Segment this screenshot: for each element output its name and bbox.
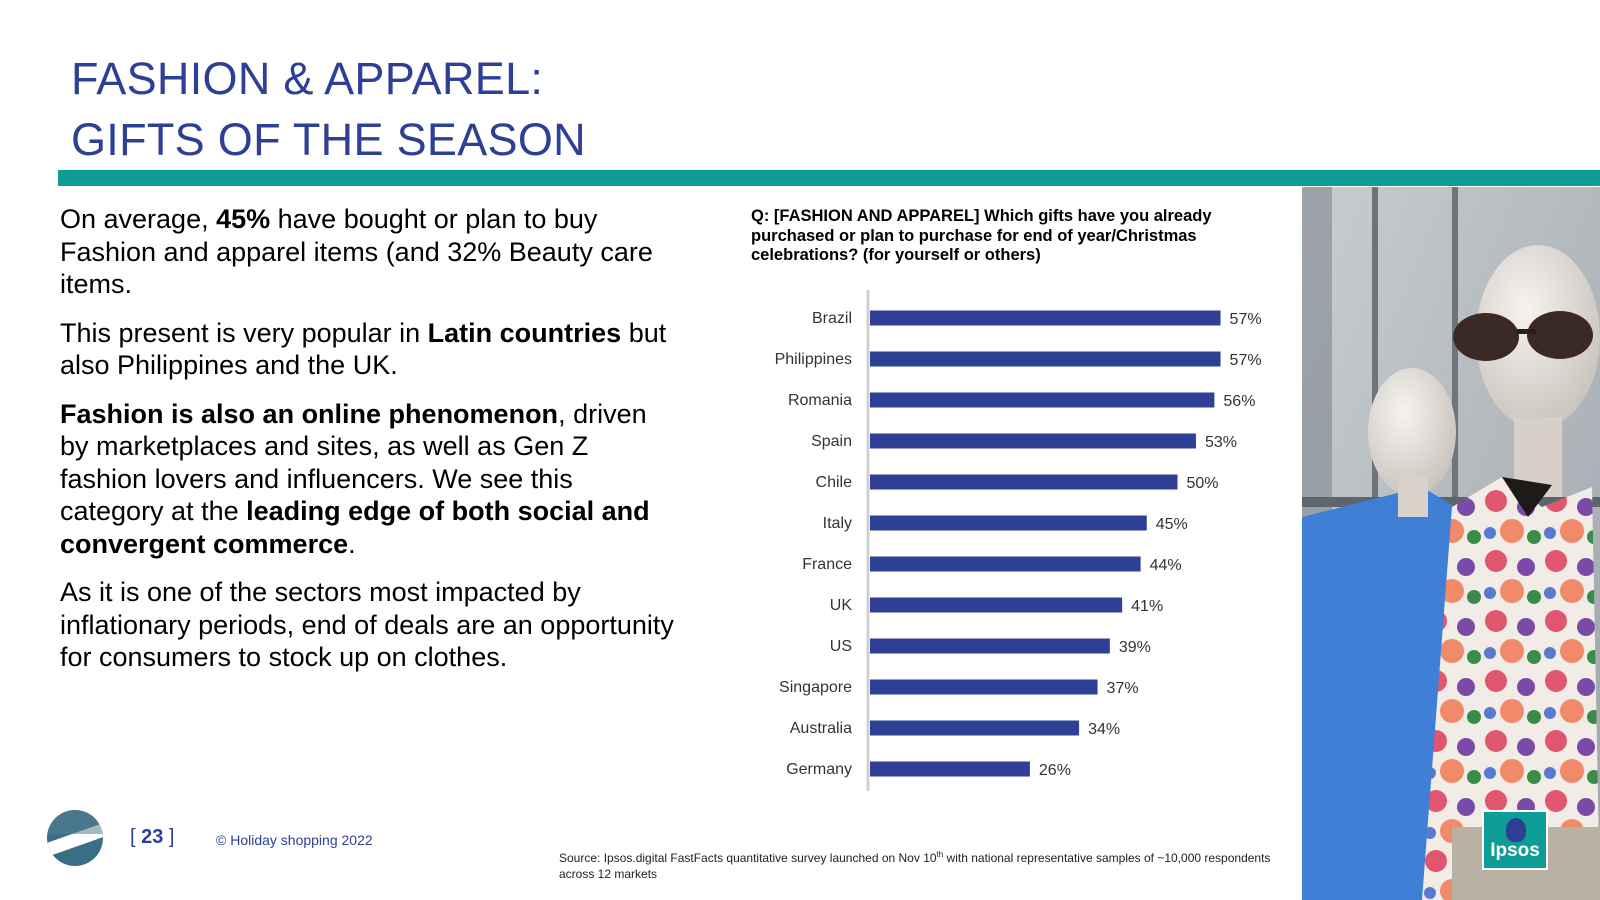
bar (870, 351, 1221, 367)
bar-chart: Brazil 57% Philippines 57% Romania 56% Spain 53… (775, 290, 1262, 791)
category-label: Germany (786, 761, 852, 778)
survey-question: Q: [FASHION AND APPAREL] Which gifts hav… (751, 207, 1212, 264)
footer-copyright: © Holiday shopping 2022 (216, 832, 373, 848)
source-note: Source: Ipsos.digital FastFacts quantita… (559, 850, 1271, 881)
category-label: Brazil (812, 310, 852, 327)
bar (870, 638, 1110, 654)
data-label: 37% (1107, 680, 1139, 697)
summary-text: On average, 45% have bought or plan to b… (60, 203, 680, 690)
bar (870, 474, 1178, 490)
mannequins-photo (1302, 187, 1600, 900)
category-label: Romania (788, 392, 852, 409)
ipsos-head-icon (1506, 818, 1526, 842)
ipsos-logo: Ipsos (1482, 810, 1548, 870)
bar (870, 720, 1080, 736)
bar (870, 761, 1030, 777)
bar (870, 392, 1215, 408)
category-label: Italy (823, 515, 852, 532)
accent-divider (58, 170, 1600, 186)
bar (870, 597, 1123, 613)
category-label: Singapore (779, 679, 852, 696)
category-label: US (830, 638, 852, 655)
bar (870, 515, 1147, 531)
data-label: 26% (1039, 762, 1071, 779)
data-label: 53% (1205, 434, 1237, 451)
category-label: UK (830, 597, 853, 614)
category-label: France (802, 556, 852, 573)
data-label: 45% (1156, 516, 1188, 533)
data-label: 41% (1131, 598, 1163, 615)
bar (870, 310, 1221, 326)
paragraph-2: This present is very popular in Latin co… (60, 317, 667, 381)
data-label: 34% (1088, 721, 1120, 738)
bar (870, 556, 1141, 572)
data-label: 56% (1223, 393, 1255, 410)
bar (870, 433, 1196, 449)
category-label: Spain (811, 433, 852, 450)
paragraph-3: Fashion is also an online phenomenon, dr… (60, 398, 650, 559)
paragraph-4: As it is one of the sectors most impacte… (60, 577, 674, 672)
category-label: Philippines (775, 351, 852, 368)
title-line-1: FASHION & APPAREL: (71, 53, 544, 104)
bar (870, 679, 1098, 695)
data-label: 44% (1150, 557, 1182, 574)
page-number: [ 23 ] (130, 826, 175, 848)
page-title: FASHION & APPAREL: GIFTS OF THE SEASON (71, 48, 586, 170)
data-label: 57% (1230, 311, 1262, 328)
ipsos-logo-mark (47, 810, 103, 866)
title-line-2: GIFTS OF THE SEASON (71, 114, 586, 165)
data-label: 50% (1187, 475, 1219, 492)
data-label: 39% (1119, 639, 1151, 656)
paragraph-1: On average, 45% have bought or plan to b… (60, 204, 653, 299)
category-label: Chile (816, 474, 853, 491)
category-label: Australia (790, 720, 852, 737)
data-label: 57% (1230, 352, 1262, 369)
